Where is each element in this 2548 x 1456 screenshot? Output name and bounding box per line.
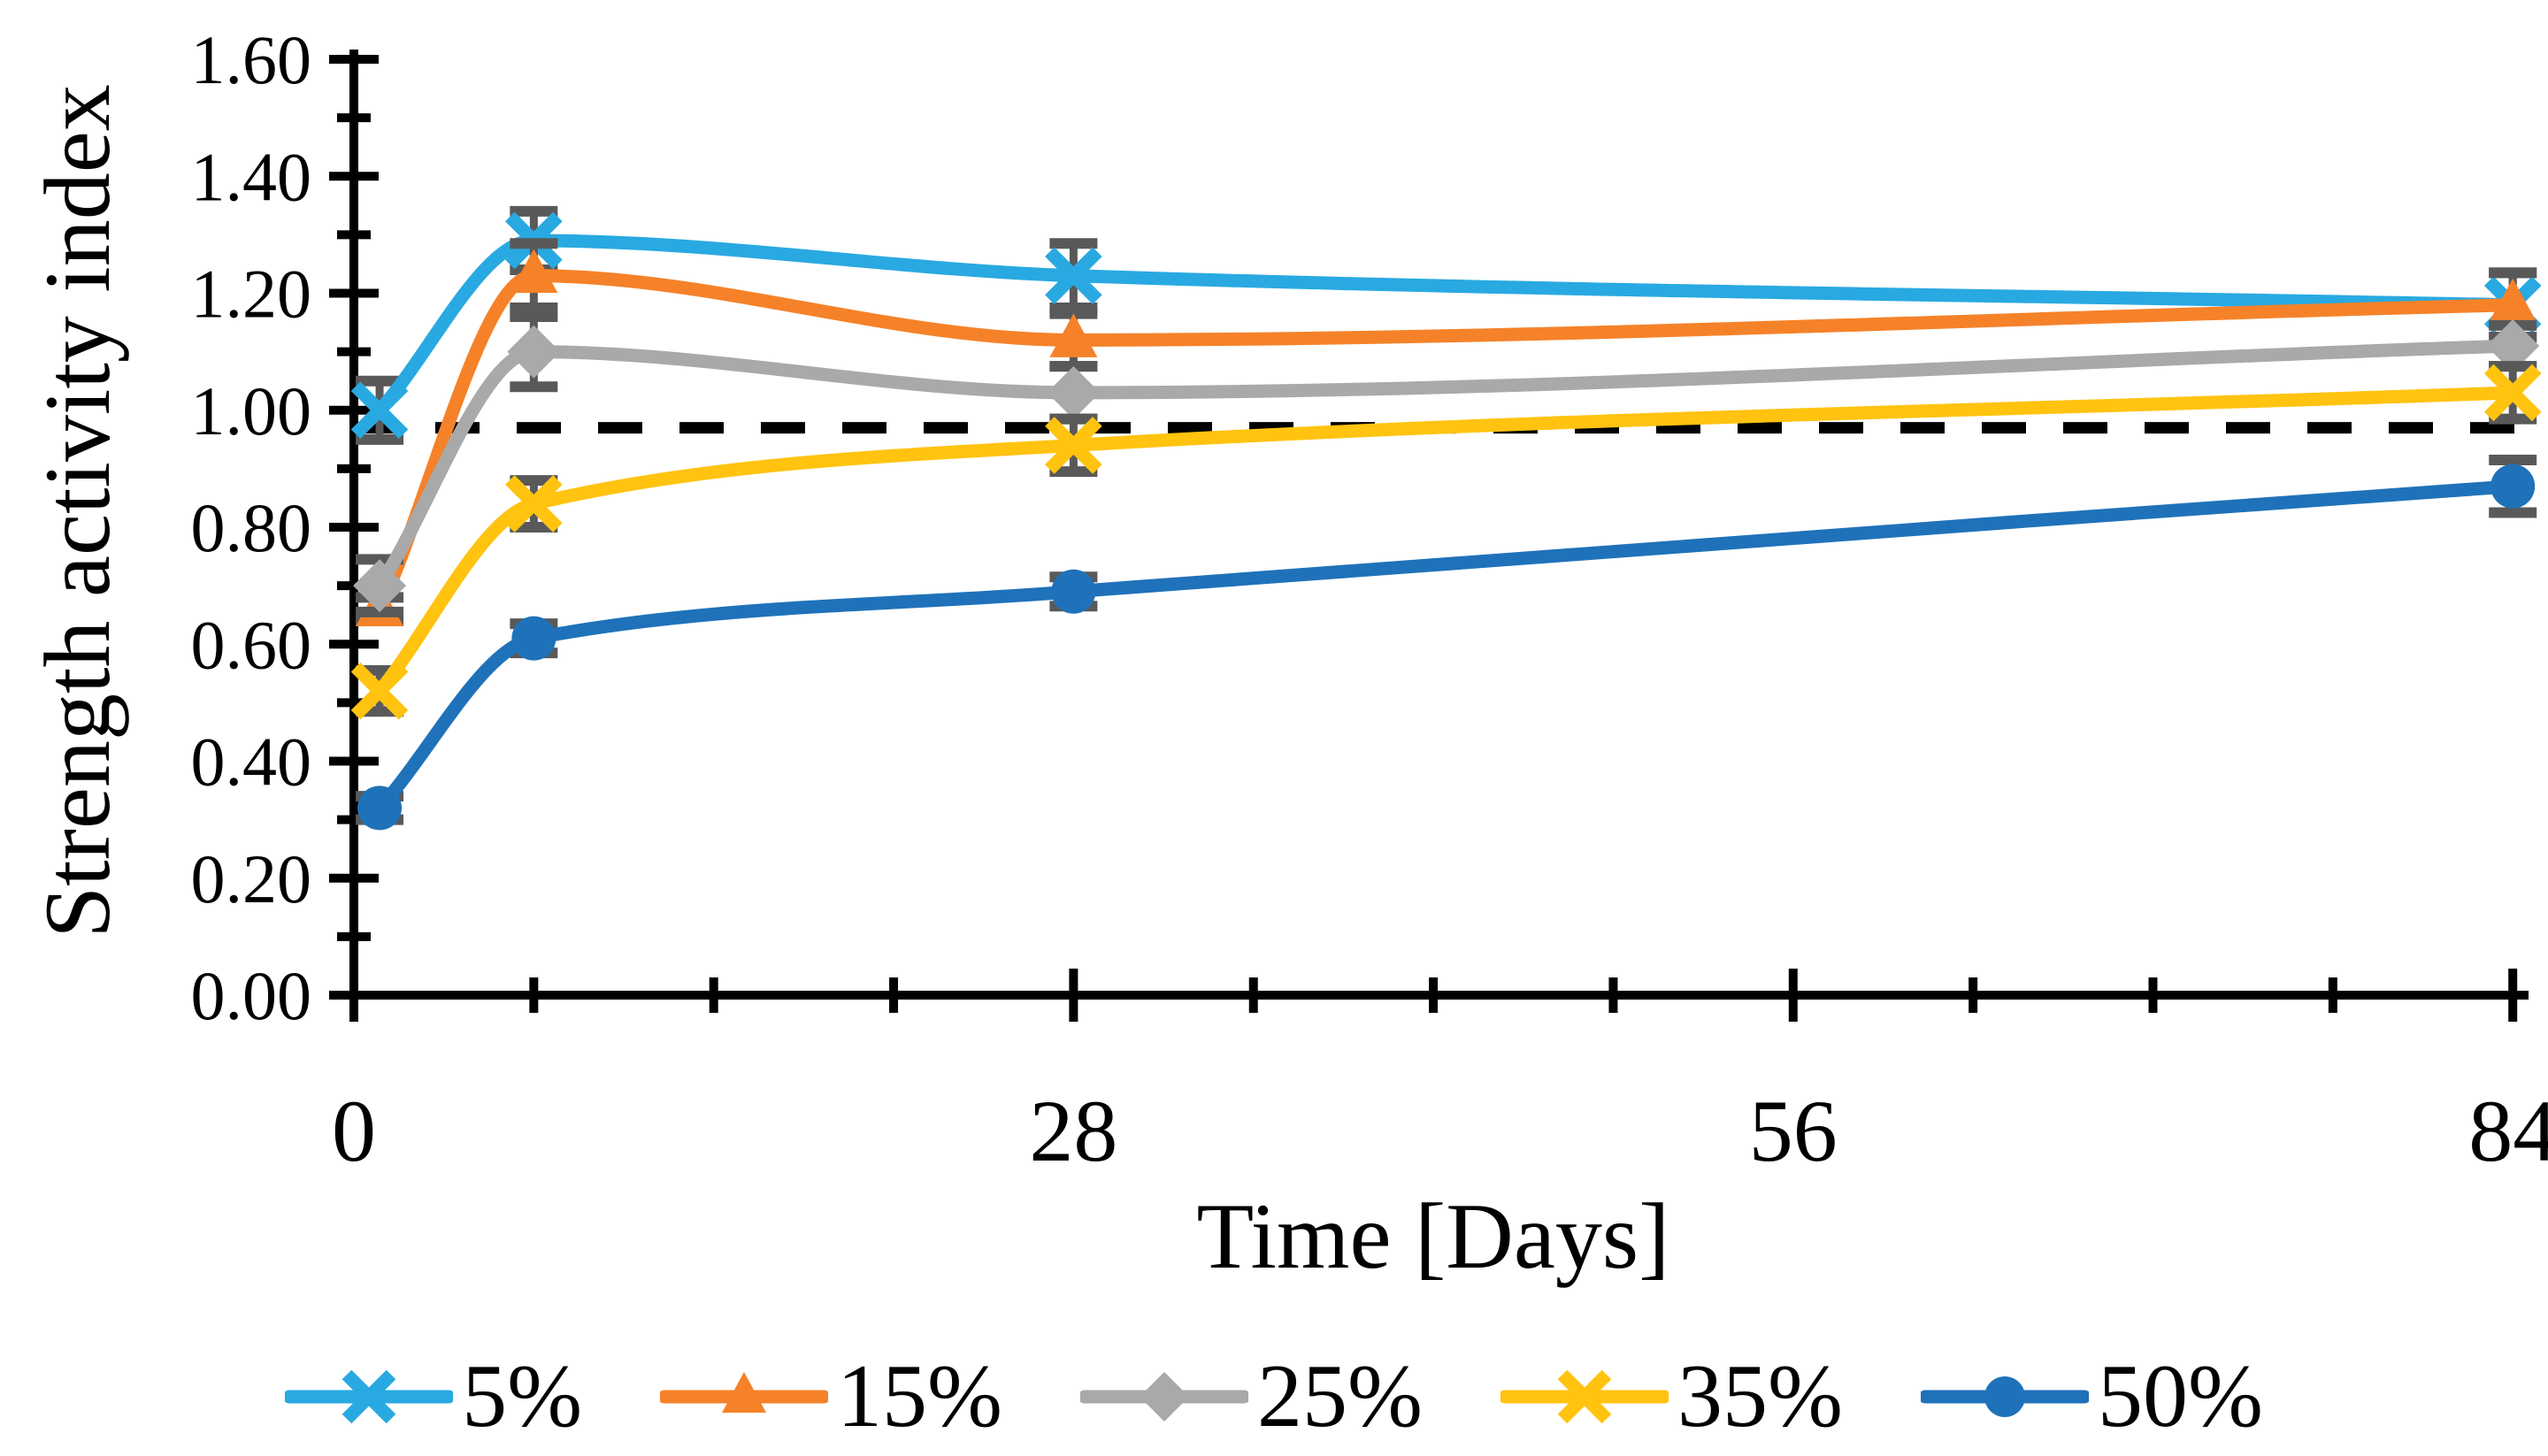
legend-label: 35% — [1677, 1346, 1843, 1446]
y-tick-label: 0.40 — [191, 724, 312, 801]
marker-triangle — [2489, 278, 2537, 323]
series-50% — [356, 454, 2537, 831]
legend-item-50pct: 50% — [1920, 1346, 2263, 1446]
x-tick-label: 56 — [1749, 1082, 1838, 1180]
marker-circle — [357, 785, 403, 831]
legend-swatch-x-cross — [285, 1369, 454, 1424]
marker-diamond — [507, 325, 561, 379]
y-tick-label: 1.40 — [191, 138, 312, 215]
legend-item-25pct: 25% — [1080, 1352, 1423, 1442]
x-tick-label: 84 — [2468, 1082, 2548, 1180]
series-line — [372, 234, 2520, 418]
marker-diamond — [353, 559, 407, 613]
legend-swatch-circle — [1920, 1376, 2089, 1417]
marker-circle — [1984, 1376, 2025, 1417]
marker-circle — [2490, 464, 2536, 509]
series-25% — [353, 310, 2540, 617]
y-tick-label: 0.60 — [191, 606, 312, 683]
legend-swatch-triangle — [660, 1372, 829, 1413]
marker-diamond — [2486, 319, 2540, 373]
legend-swatch-diamond — [1080, 1372, 1249, 1422]
legend-label: 5% — [462, 1346, 583, 1446]
marker-diamond — [1140, 1372, 1190, 1422]
legend-item-15pct: 15% — [660, 1352, 1002, 1442]
series-line — [372, 479, 2520, 815]
marker-x-cross — [350, 662, 409, 720]
marker-x-cross — [505, 475, 563, 533]
y-axis-title: Strength activity index — [26, 84, 129, 939]
legend-label: 15% — [837, 1346, 1003, 1446]
legend-item-35pct: 35% — [1500, 1352, 1843, 1442]
y-tick-label: 1.60 — [191, 21, 312, 98]
y-tick-label: 0.00 — [191, 957, 312, 1034]
marker-triangle — [1049, 313, 1098, 357]
series-line — [372, 269, 2520, 617]
y-tick-label: 0.20 — [191, 840, 312, 917]
legend: 5% 15% 25% 35% 50% — [0, 1352, 2548, 1442]
x-tick-label: 0 — [332, 1082, 376, 1180]
marker-x-cross — [1557, 1369, 1612, 1424]
marker-x-cross — [1045, 247, 1102, 304]
marker-x-cross — [342, 1369, 396, 1424]
marker-circle — [1051, 569, 1096, 614]
series-line — [372, 339, 2520, 593]
legend-label: 50% — [2097, 1346, 2263, 1446]
marker-diamond — [1047, 365, 1101, 419]
y-tick-label: 1.00 — [191, 372, 312, 449]
series-line — [372, 386, 2520, 698]
marker-x-cross — [1045, 417, 1102, 474]
legend-swatch-x-cross — [1500, 1369, 1669, 1424]
legend-label: 25% — [1257, 1346, 1423, 1446]
marker-triangle — [510, 249, 558, 294]
series-35% — [350, 361, 2542, 720]
y-tick-label: 1.20 — [191, 256, 312, 333]
marker-x-cross — [350, 381, 409, 440]
x-axis-title: Time [Days] — [1196, 1184, 1670, 1288]
y-tick-label: 0.80 — [191, 489, 312, 566]
legend-item-5pct: 5% — [285, 1352, 582, 1442]
marker-x-cross — [2483, 364, 2542, 422]
x-tick-label: 28 — [1029, 1082, 1117, 1180]
marker-circle — [511, 616, 556, 661]
series-15% — [356, 238, 2537, 627]
marker-triangle — [722, 1372, 767, 1413]
